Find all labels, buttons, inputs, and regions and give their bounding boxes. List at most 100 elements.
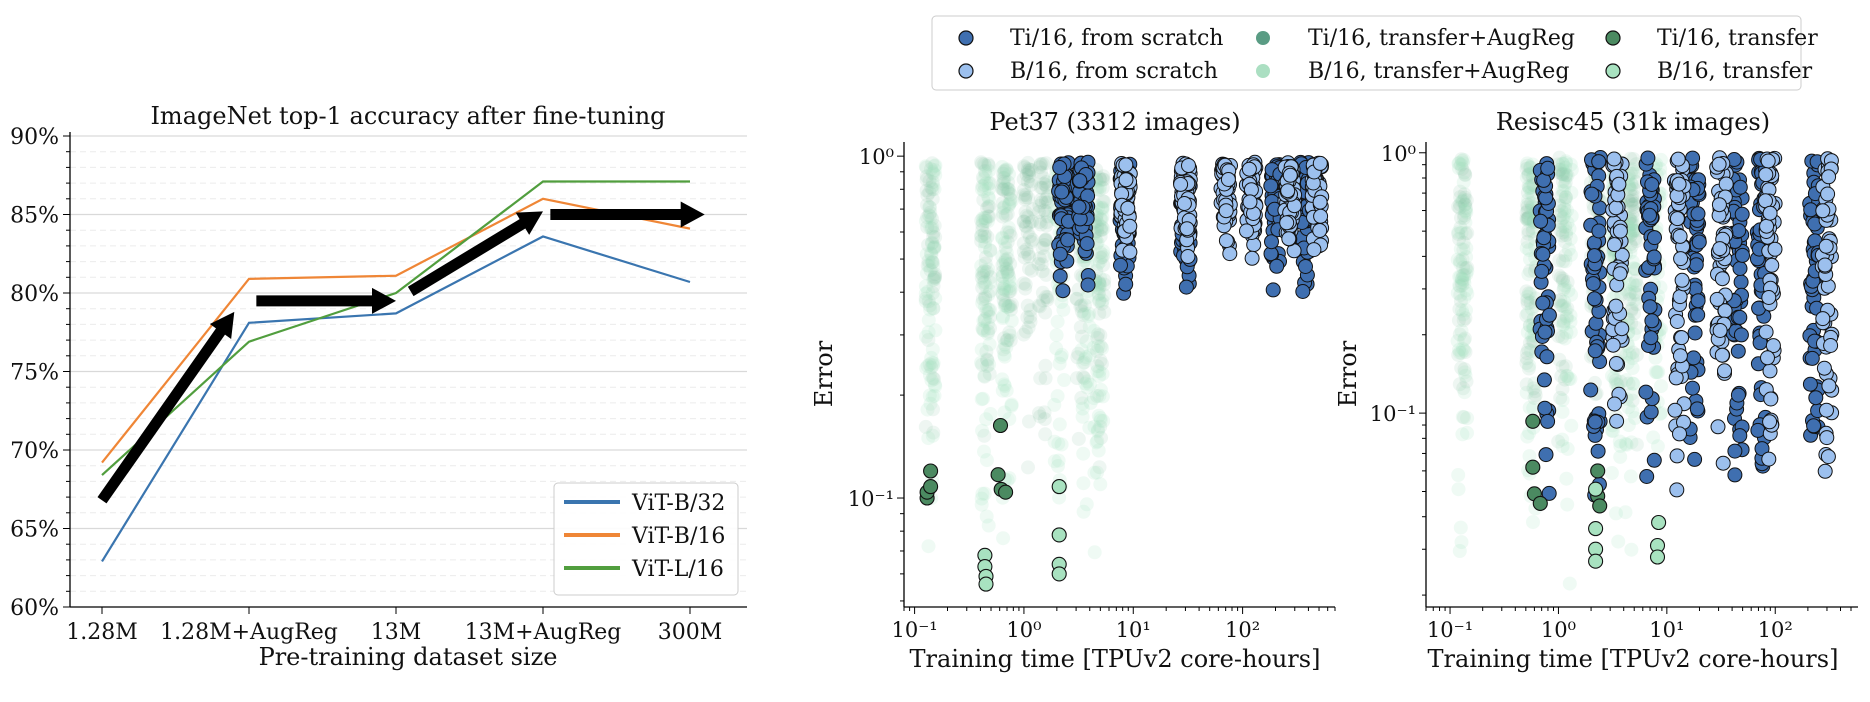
- scatter-point: [1540, 160, 1556, 176]
- scatter-point: [1521, 211, 1536, 226]
- scatter-point: [1557, 178, 1572, 193]
- scatter-point: [1560, 168, 1575, 183]
- scatter-point: [1519, 205, 1534, 220]
- scatter-point: [925, 342, 940, 357]
- scatter-point: [1520, 197, 1535, 212]
- scatter-point: [1095, 341, 1110, 356]
- scatter-point: [1091, 339, 1106, 354]
- scatter-point: [1040, 292, 1055, 307]
- scatter-point: [1555, 174, 1570, 189]
- scatter-point: [1558, 359, 1573, 374]
- scatter-point: [1540, 413, 1556, 429]
- scatter-point: [1003, 192, 1018, 207]
- scatter-point: [1454, 194, 1469, 209]
- scatter-point: [1281, 231, 1297, 247]
- scatter-point: [1533, 213, 1549, 229]
- scatter-point: [1001, 300, 1016, 315]
- scatter-point: [1032, 160, 1047, 175]
- scatter-point: [1093, 339, 1108, 354]
- resisc45-axes: 10⁻¹ 10⁰ 10¹ 10² 10⁻¹ 10⁰: [1370, 142, 1858, 642]
- scatter-point: [975, 179, 990, 194]
- scatter-point: [1624, 542, 1639, 557]
- scatter-point: [925, 355, 940, 370]
- scatter-point: [1087, 391, 1101, 406]
- scatter-point: [1587, 414, 1603, 430]
- scatter-point: [1031, 257, 1046, 271]
- scatter-point: [1040, 180, 1055, 195]
- scatter-point: [1096, 258, 1111, 273]
- scatter-point: [995, 269, 1010, 284]
- scatter-point: [1023, 303, 1038, 318]
- scatter-point: [1021, 164, 1036, 178]
- scatter-point: [977, 313, 992, 328]
- scatter-point: [1017, 159, 1031, 174]
- scatter-point: [1057, 373, 1072, 387]
- scatter-point: [1563, 157, 1578, 172]
- scatter-point: [975, 292, 990, 307]
- scatter-point: [1459, 193, 1474, 208]
- scatter-point: [1090, 257, 1105, 271]
- scatter-point: [1555, 167, 1570, 182]
- scatter-point: [1555, 330, 1570, 345]
- scatter-point: [1714, 271, 1730, 287]
- scatter-point: [1458, 261, 1473, 276]
- scatter-point: [1711, 156, 1727, 172]
- scatter-point: [1076, 504, 1091, 519]
- scatter-point: [1553, 390, 1568, 405]
- scatter-point: [1557, 280, 1572, 295]
- scatter-point: [999, 261, 1014, 276]
- scatter-point: [918, 286, 933, 301]
- scatter-point: [1629, 437, 1644, 452]
- scatter-point: [1621, 418, 1636, 433]
- scatter-point: [919, 160, 934, 175]
- scatter-point: [1241, 161, 1257, 177]
- scatter-point: [1760, 153, 1776, 169]
- scatter-point: [1564, 287, 1579, 302]
- scatter-point: [998, 252, 1013, 267]
- scatter-point: [1586, 291, 1602, 307]
- scatter-point: [1457, 365, 1472, 380]
- scatter-point: [1554, 369, 1569, 384]
- scatter-point: [1626, 376, 1641, 391]
- scatter-point: [1614, 321, 1630, 337]
- scatter-point: [1453, 254, 1468, 269]
- scatter-point: [1555, 432, 1570, 447]
- scatter-point: [1622, 286, 1637, 301]
- scatter-point: [1524, 180, 1539, 194]
- scatter-point: [1003, 302, 1018, 317]
- scatter-point: [1079, 497, 1094, 512]
- scatter-point: [1625, 351, 1640, 366]
- scatter-point: [1025, 214, 1039, 229]
- scatter-point: [1051, 459, 1065, 473]
- scatter-point: [977, 210, 992, 225]
- scatter-point: [1629, 273, 1643, 288]
- scatter-point: [1688, 257, 1704, 273]
- scatter-point: [1459, 250, 1474, 264]
- scatter-point: [1624, 303, 1639, 318]
- scatter-point: [1239, 223, 1254, 239]
- scatter-point: [1049, 341, 1064, 356]
- scatter-point: [995, 311, 1010, 325]
- scatter-point: [1552, 198, 1567, 213]
- scatter-point: [1523, 295, 1538, 310]
- scatter-point: [1621, 376, 1636, 391]
- scatter-point: [983, 284, 998, 298]
- scatter-point: [1625, 404, 1640, 419]
- scatter-point: [1451, 468, 1466, 482]
- scatter-point: [995, 287, 1010, 302]
- scatter-point: [977, 486, 992, 501]
- scatter-point: [1090, 389, 1105, 403]
- scatter-point: [995, 286, 1010, 300]
- scatter-point: [1000, 182, 1015, 197]
- scatter-point: [1454, 345, 1469, 360]
- scatter-point: [922, 357, 937, 372]
- scatter-point: [1037, 412, 1052, 427]
- scatter-point: [1022, 229, 1037, 244]
- x-tick-label: 10¹: [1116, 618, 1151, 642]
- scatter-point: [1558, 175, 1573, 190]
- scatter-point: [975, 486, 990, 501]
- scatter-point: [1591, 154, 1607, 170]
- scatter-point: [926, 259, 941, 274]
- scatter-point: [1625, 361, 1640, 375]
- scatter-point: [983, 321, 997, 336]
